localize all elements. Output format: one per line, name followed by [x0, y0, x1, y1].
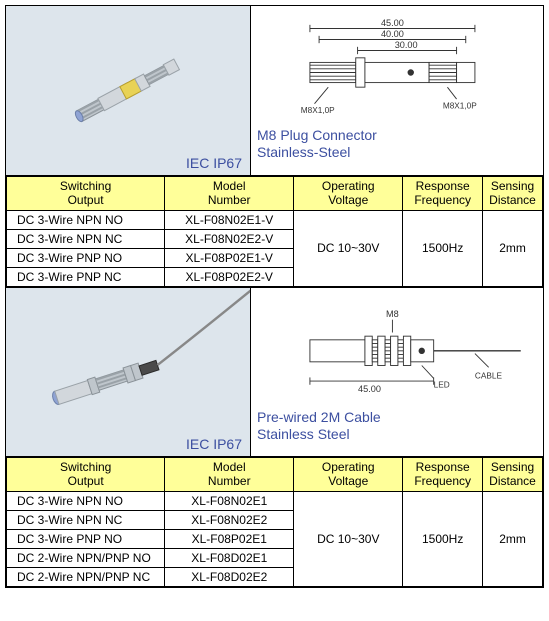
th-output: SwitchingOutput: [7, 457, 165, 491]
table-header-row: SwitchingOutput ModelNumber OperatingVol…: [7, 177, 543, 211]
th-voltage: OperatingVoltage: [294, 177, 403, 211]
th-voltage: OperatingVoltage: [294, 457, 403, 491]
th-model: ModelNumber: [165, 177, 294, 211]
section2-table: SwitchingOutput ModelNumber OperatingVol…: [6, 457, 543, 587]
th-model: ModelNumber: [165, 457, 294, 491]
cell-output: DC 3-Wire NPN NO: [7, 491, 165, 510]
section1-image-row: IEC IP67 45.00 40.00 30.00: [6, 6, 543, 176]
section1-table: SwitchingOutput ModelNumber OperatingVol…: [6, 176, 543, 287]
cell-model: XL-F08D02E1: [165, 548, 294, 567]
cell-frequency: 1500Hz: [403, 210, 483, 286]
catalog-page: IEC IP67 45.00 40.00 30.00: [5, 5, 544, 588]
cell-output: DC 3-Wire PNP NO: [7, 248, 165, 267]
svg-text:M8X1,0P: M8X1,0P: [443, 101, 477, 110]
cell-model: XL-F08N02E2: [165, 510, 294, 529]
section2-diagram: M8: [251, 288, 543, 456]
section1-photo: IEC IP67: [6, 6, 251, 175]
diagram-caption: M8 Plug Connector Stainless-Steel: [257, 127, 537, 161]
caption-line2: Stainless Steel: [257, 426, 350, 442]
cell-output: DC 3-Wire PNP NC: [7, 267, 165, 286]
svg-text:45.00: 45.00: [381, 18, 404, 28]
table-row: DC 3-Wire NPN NO XL-F08N02E1-V DC 10~30V…: [7, 210, 543, 229]
cell-model: XL-F08P02E1-V: [165, 248, 294, 267]
cell-model: XL-F08N02E2-V: [165, 229, 294, 248]
cell-voltage: DC 10~30V: [294, 491, 403, 586]
cell-voltage: DC 10~30V: [294, 210, 403, 286]
th-distance: SensingDistance: [483, 457, 543, 491]
cell-output: DC 3-Wire NPN NC: [7, 510, 165, 529]
cell-model: XL-F08N02E1-V: [165, 210, 294, 229]
caption-line1: Pre-wired 2M Cable: [257, 409, 381, 425]
plug-diagram-icon: 45.00 40.00 30.00: [257, 12, 537, 122]
svg-text:M8: M8: [386, 309, 399, 319]
th-frequency: ResponseFrequency: [403, 457, 483, 491]
cell-distance: 2mm: [483, 210, 543, 286]
cell-distance: 2mm: [483, 491, 543, 586]
cell-output: DC 3-Wire NPN NC: [7, 229, 165, 248]
iec-label: IEC IP67: [186, 436, 242, 452]
cell-output: DC 2-Wire NPN/PNP NC: [7, 567, 165, 586]
svg-text:30.00: 30.00: [395, 40, 418, 50]
svg-text:M8X1,0P: M8X1,0P: [301, 106, 335, 115]
table-row: DC 3-Wire NPN NO XL-F08N02E1 DC 10~30V 1…: [7, 491, 543, 510]
diagram-caption: Pre-wired 2M Cable Stainless Steel: [257, 409, 537, 443]
cell-output: DC 2-Wire NPN/PNP NO: [7, 548, 165, 567]
cell-model: XL-F08N02E1: [165, 491, 294, 510]
cable-diagram-icon: M8: [257, 294, 537, 404]
cell-model: XL-F08D02E2: [165, 567, 294, 586]
cell-output: DC 3-Wire PNP NO: [7, 529, 165, 548]
caption-line1: M8 Plug Connector: [257, 127, 377, 143]
svg-text:LED: LED: [434, 380, 450, 389]
section2-photo: IEC IP67: [6, 288, 251, 456]
section2-image-row: IEC IP67 M8: [6, 287, 543, 457]
svg-text:40.00: 40.00: [381, 29, 404, 39]
th-distance: SensingDistance: [483, 177, 543, 211]
th-frequency: ResponseFrequency: [403, 177, 483, 211]
sensor-cable-photo-icon: [6, 288, 250, 456]
sensor-plug-photo-icon: [6, 6, 250, 175]
iec-label: IEC IP67: [186, 155, 242, 171]
caption-line2: Stainless-Steel: [257, 144, 350, 160]
svg-text:45.00: 45.00: [358, 384, 381, 394]
cell-frequency: 1500Hz: [403, 491, 483, 586]
section1-diagram: 45.00 40.00 30.00: [251, 6, 543, 175]
th-output: SwitchingOutput: [7, 177, 165, 211]
cell-model: XL-F08P02E2-V: [165, 267, 294, 286]
svg-text:CABLE: CABLE: [475, 371, 503, 380]
cell-output: DC 3-Wire NPN NO: [7, 210, 165, 229]
cell-model: XL-F08P02E1: [165, 529, 294, 548]
table-header-row: SwitchingOutput ModelNumber OperatingVol…: [7, 457, 543, 491]
